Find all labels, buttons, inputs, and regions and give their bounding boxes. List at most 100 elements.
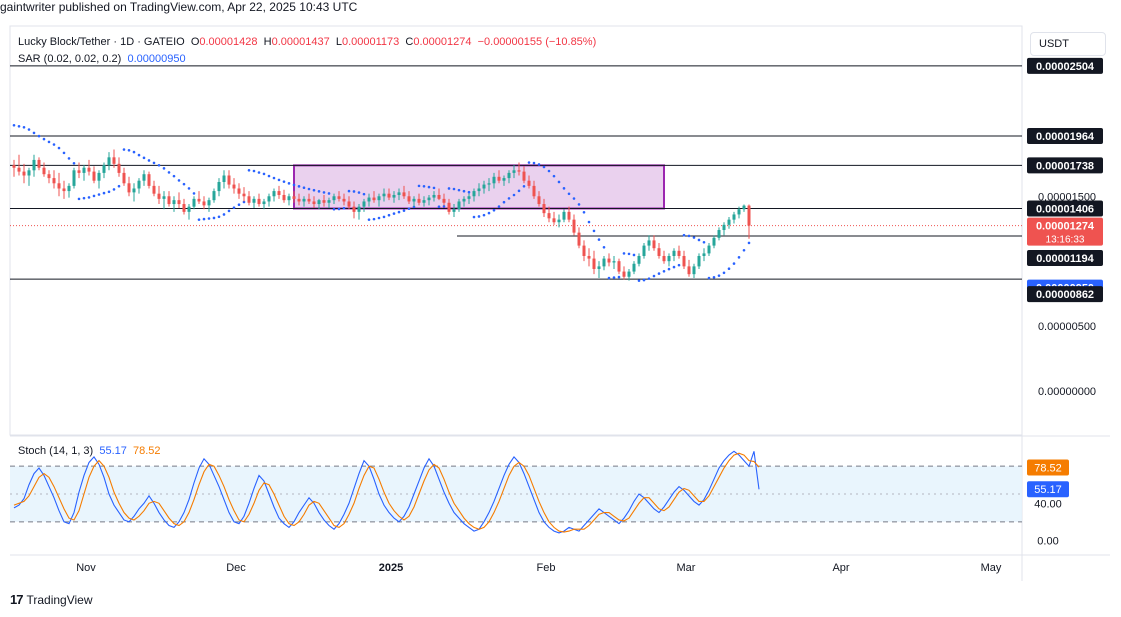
- sar-dot: [242, 200, 246, 204]
- candle: [502, 175, 506, 186]
- candle-body: [222, 175, 226, 182]
- price-tick-label: 0.00000000: [1038, 386, 1096, 398]
- candle-body: [522, 171, 526, 181]
- candle-body: [47, 174, 51, 179]
- candle: [12, 159, 16, 177]
- candle-body: [162, 196, 166, 199]
- tradingview-brand[interactable]: 17 TradingView: [10, 592, 93, 607]
- sar-dot: [27, 128, 31, 131]
- open-label: O: [190, 36, 200, 48]
- sar-dot: [337, 207, 341, 211]
- candle: [552, 211, 556, 225]
- sar-dot: [317, 190, 321, 193]
- sar-dot: [107, 190, 111, 194]
- sar-dot: [372, 217, 376, 221]
- candle: [367, 193, 371, 207]
- candle: [137, 178, 141, 194]
- candle: [37, 157, 41, 171]
- candle: [607, 253, 611, 267]
- candle-body: [87, 167, 91, 172]
- candle-body: [67, 185, 71, 192]
- candle: [187, 204, 191, 220]
- candle-body: [707, 245, 711, 254]
- sar-dot: [42, 137, 46, 141]
- sar-dot: [472, 215, 476, 219]
- candle-body: [117, 163, 121, 173]
- candle-body: [327, 200, 331, 203]
- candle: [97, 170, 101, 189]
- candle: [172, 196, 176, 212]
- sar-dot: [542, 165, 546, 169]
- candle-body: [22, 171, 26, 176]
- candle-body: [687, 266, 691, 275]
- candle-body: [467, 196, 471, 199]
- publish-line: gaintwriter published on TradingView.com…: [0, 0, 358, 14]
- currency-selector[interactable]: USDT: [1030, 32, 1106, 56]
- candle: [152, 180, 156, 197]
- candle: [737, 206, 741, 219]
- candle: [717, 227, 721, 241]
- sar-dot: [62, 151, 66, 155]
- sar-dot: [607, 276, 611, 280]
- last-price-badge: 0.00001274 13:16:33: [1027, 217, 1103, 246]
- candle-body: [462, 198, 466, 202]
- level-label: 0.00001406: [1027, 200, 1103, 217]
- candle: [347, 196, 351, 210]
- sar-dot: [437, 205, 441, 208]
- candle-body: [582, 245, 586, 256]
- sar-dot: [517, 189, 521, 193]
- candle: [707, 243, 711, 256]
- candle-body: [587, 255, 591, 259]
- candle-body: [417, 198, 421, 203]
- candle-body: [492, 176, 496, 184]
- candle-body: [62, 188, 66, 192]
- sar-dot: [197, 218, 201, 221]
- stoch-legend[interactable]: Stoch (14, 1, 3) 55.17 78.52: [18, 445, 161, 457]
- candle: [87, 159, 91, 176]
- candle-body: [412, 198, 416, 202]
- sar-dot: [297, 185, 301, 188]
- candle: [712, 235, 716, 249]
- candle-body: [282, 194, 286, 201]
- candle-body: [747, 205, 751, 226]
- candle: [67, 183, 71, 198]
- candle-body: [427, 197, 431, 201]
- sar-legend[interactable]: SAR (0.02, 0.02, 0.2) 0.00000950: [18, 53, 186, 65]
- sar-dot: [192, 192, 196, 195]
- candle-body: [297, 198, 301, 202]
- candle-body: [202, 201, 206, 206]
- candle-body: [372, 197, 376, 201]
- candle: [592, 250, 596, 275]
- sar-dot: [732, 262, 736, 265]
- sar-dot: [482, 213, 486, 217]
- candle-body: [247, 196, 251, 203]
- candle: [302, 196, 306, 207]
- candle-body: [497, 176, 501, 181]
- sar-dot: [207, 217, 211, 220]
- candle: [212, 188, 216, 203]
- candle: [402, 185, 406, 199]
- candle-body: [342, 198, 346, 202]
- sar-dot: [227, 209, 231, 213]
- sar-label: SAR (0.02, 0.02, 0.2): [18, 53, 122, 65]
- candle-body: [737, 209, 741, 215]
- sar-dot: [637, 279, 641, 282]
- candle: [177, 192, 181, 208]
- candle: [522, 166, 526, 184]
- sar-dot: [352, 190, 356, 193]
- sar-dot: [432, 186, 436, 190]
- candle: [657, 243, 661, 259]
- level-label-text: 0.00002504: [1036, 61, 1095, 73]
- sar-dot: [632, 253, 636, 257]
- candle-body: [27, 170, 31, 176]
- sar-dot: [622, 252, 626, 255]
- candle-body: [242, 193, 246, 197]
- candle: [407, 191, 411, 205]
- candle: [747, 204, 751, 239]
- main-pane: [9, 25, 1023, 436]
- sar-dot: [12, 123, 16, 127]
- candle-body: [552, 218, 556, 223]
- symbol-label[interactable]: Lucky Block/Tether · 1D · GATEIO: [18, 36, 185, 48]
- candle-body: [167, 196, 171, 205]
